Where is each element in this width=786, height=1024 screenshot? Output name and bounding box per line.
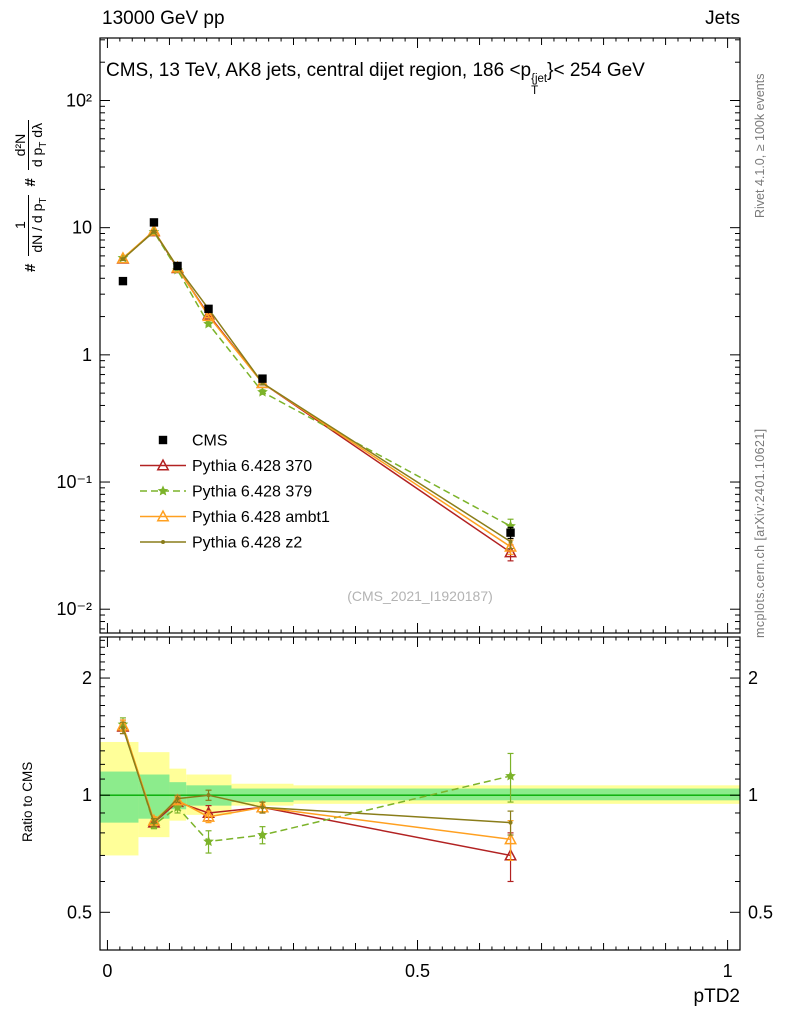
svg-text:CMS: CMS [192,433,228,450]
legend: CMS Pythia 6.428 370 Pythia 6.428 379 Pythi… [140,433,330,552]
beam-energy-label: 13000 GeV pp [102,8,225,29]
hash-symbol: # [22,263,40,272]
svg-text:1: 1 [723,961,733,981]
main-series [116,218,517,562]
svg-text:1: 1 [82,785,92,805]
uncertainty-bands [100,741,740,856]
svg-text:Pythia 6.428 370: Pythia 6.428 370 [192,458,312,475]
svg-text:10: 10 [72,218,92,238]
series-pythia-6.428-ambt1 [116,223,517,555]
y-axis-label-main: # 1 dN / d pT # d²N d pT dλ [12,119,50,272]
analysis-id-watermark: (CMS_2021_I1920187) [347,588,493,604]
series-cms [118,218,515,540]
svg-text:1: 1 [748,785,758,805]
plot-title: CMS, 13 TeV, AK8 jets, central dijet reg… [106,60,645,97]
fraction-d2n-dptdlambda: d²N d pT dλ [12,119,50,171]
svg-text:Pythia 6.428 ambt1: Pythia 6.428 ambt1 [192,509,330,526]
svg-text:0: 0 [102,961,112,981]
svg-text:10²: 10² [66,90,92,110]
svg-text:Pythia 6.428 379: Pythia 6.428 379 [192,484,312,501]
plot-title-tail: }< 254 GeV [547,60,645,81]
svg-text:1: 1 [82,345,92,365]
rivet-version-label: Rivet 4.1.0, ≥ 100k events [753,73,767,218]
series-pythia-6.428-z2 [119,229,514,550]
tick-marks [100,38,741,950]
plot-title-text: CMS, 13 TeV, AK8 jets, central dijet reg… [106,60,532,81]
mcplots-credit-label: mcplots.cern.ch [arXiv:2401.10621] [753,428,767,638]
svg-text:0.5: 0.5 [67,902,92,922]
fraction-one-over-dndpt: 1 dN / d pT [12,194,50,256]
pt-superscript: {jet [531,72,548,85]
series-pythia-6.428-z2 [119,721,514,836]
analysis-group-label: Jets [705,8,740,29]
pt-subscript: T [531,84,539,97]
svg-text:Pythia 6.428 z2: Pythia 6.428 z2 [192,535,302,552]
x-axis-label: pTD2 [693,986,740,1007]
y-axis-label-ratio: Ratio to CMS [20,761,35,842]
svg-text:2: 2 [82,668,92,688]
svg-text:0.5: 0.5 [748,902,773,922]
svg-text:2: 2 [748,668,758,688]
svg-text:10⁻²: 10⁻² [56,599,92,619]
ratio-series [116,717,517,883]
svg-text:10⁻¹: 10⁻¹ [56,472,92,492]
pt-supsub: {jet T [531,73,547,97]
hash-symbol: # [22,178,40,187]
svg-text:0.5: 0.5 [405,961,430,981]
panel-frames [99,37,741,951]
